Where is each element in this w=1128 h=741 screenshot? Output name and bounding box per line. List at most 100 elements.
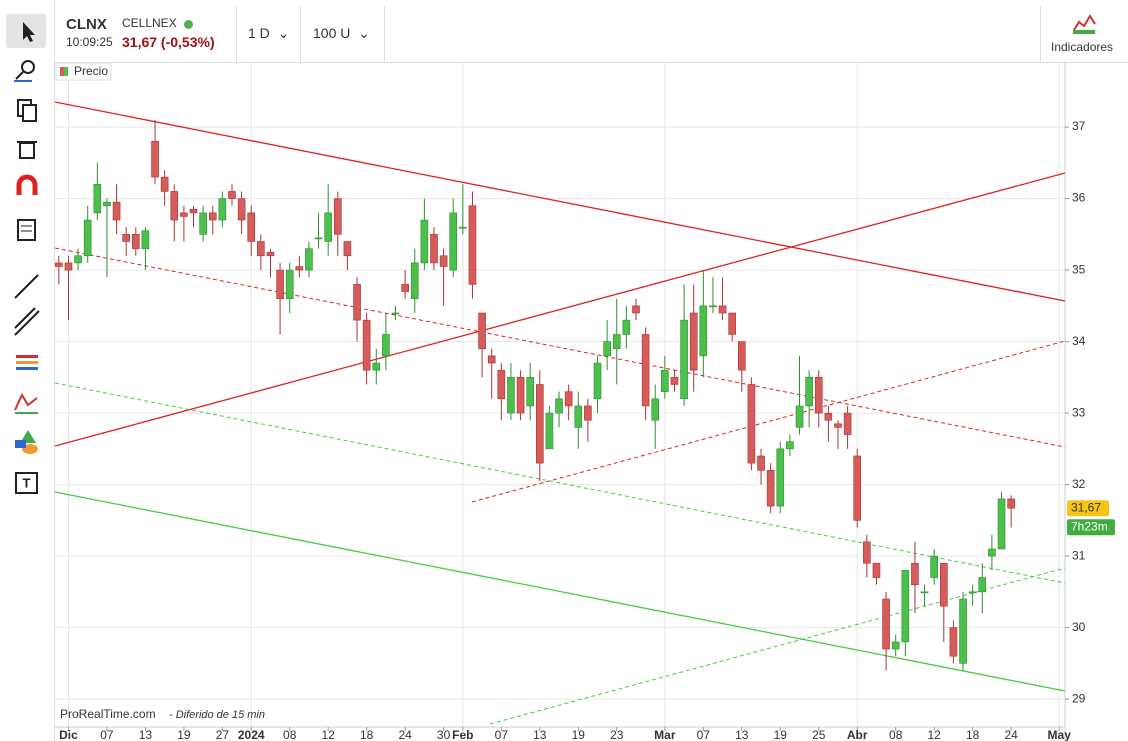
- candle-body: [189, 209, 198, 214]
- candle-body: [103, 201, 111, 207]
- candle-body: [535, 384, 544, 464]
- x-tick-label: Dic: [59, 728, 78, 741]
- candle-body: [776, 448, 785, 507]
- y-tick-label: 36: [1072, 191, 1086, 205]
- period: 1 D: [248, 25, 270, 41]
- candle-body: [718, 305, 727, 314]
- y-tick-label: 32: [1072, 477, 1086, 491]
- units-select[interactable]: 100 U ⌄: [313, 25, 370, 41]
- candle-body: [997, 498, 1006, 550]
- candle-body: [882, 598, 890, 650]
- candle-body: [468, 205, 477, 285]
- candle-body: [612, 334, 621, 350]
- x-tick-label: 08: [283, 728, 297, 741]
- candle-body: [641, 334, 650, 407]
- candle-body: [920, 591, 929, 594]
- indicators-button[interactable]: Indicadores: [1041, 6, 1128, 62]
- x-tick-label: 24: [398, 728, 412, 741]
- candle-body: [988, 548, 996, 557]
- candle-body: [208, 212, 217, 221]
- candle-body: [786, 441, 794, 450]
- pointer-tool[interactable]: [6, 14, 46, 48]
- candle-body: [180, 212, 188, 217]
- x-tick-label: 19: [572, 728, 586, 741]
- candle-body: [257, 241, 265, 257]
- candle-body: [603, 341, 611, 357]
- candle-body: [324, 212, 332, 242]
- legend-swatch-down: [60, 67, 64, 76]
- y-tick-label: 30: [1072, 620, 1086, 634]
- y-tick-label: 29: [1072, 691, 1086, 705]
- candle-body: [382, 334, 390, 357]
- candle-body: [891, 641, 900, 650]
- candle-body: [709, 305, 717, 308]
- status-dot: [184, 20, 193, 29]
- candle-body: [112, 201, 121, 221]
- countdown-badge: [1067, 519, 1115, 536]
- candle-body: [661, 369, 669, 392]
- candle-body: [632, 305, 640, 314]
- candle-body: [901, 570, 910, 643]
- candle-body: [574, 405, 583, 428]
- candle-body: [237, 198, 246, 221]
- x-tick-label: 13: [735, 728, 749, 741]
- x-tick-label: 23: [610, 728, 624, 741]
- candle-body: [863, 541, 871, 564]
- candle-body: [314, 237, 323, 240]
- candle-body: [295, 266, 304, 271]
- candle-body: [584, 405, 592, 421]
- candle-body: [122, 234, 130, 242]
- legend-label: Precio: [74, 64, 108, 78]
- candle-body: [757, 455, 765, 471]
- candle-body: [978, 577, 987, 593]
- candle-body: [401, 284, 409, 292]
- candle-body: [670, 377, 679, 385]
- period-select[interactable]: 1 D ⌄: [248, 25, 290, 41]
- candle-body: [83, 219, 92, 257]
- candle-body: [911, 562, 919, 586]
- candle-body: [853, 455, 862, 521]
- x-tick-label: 24: [1004, 728, 1018, 741]
- candle-body: [372, 362, 381, 371]
- candle-body: [555, 398, 563, 414]
- x-tick-label: 07: [495, 728, 509, 741]
- y-tick-label: 37: [1072, 119, 1086, 133]
- candle-body: [526, 377, 534, 407]
- x-tick-label: 08: [889, 728, 903, 741]
- candle-body: [362, 319, 371, 371]
- header: CLNX CELLNEX 10:09:25 31,67 (-0,53%) 1 D…: [0, 0, 1128, 63]
- tool-icons[interactable]: T: [10, 55, 44, 495]
- x-tick-label: Abr: [847, 728, 868, 741]
- candle-body: [843, 412, 852, 435]
- candle-body: [622, 319, 631, 335]
- x-tick-label: 13: [533, 728, 547, 741]
- candle-body: [949, 627, 958, 657]
- x-tick-label: 12: [928, 728, 942, 741]
- candle-body: [459, 226, 467, 229]
- candle-body: [353, 284, 361, 321]
- candle-body: [545, 412, 554, 450]
- candle-body: [420, 219, 429, 264]
- candle-body: [430, 234, 438, 264]
- candle-body: [593, 362, 602, 400]
- candle-body: [497, 369, 506, 400]
- candle-body: [747, 384, 756, 464]
- x-tick-label: 07: [697, 728, 711, 741]
- candle-body: [410, 262, 419, 299]
- time: 10:09:25: [66, 35, 113, 49]
- x-tick-label: 07: [100, 728, 114, 741]
- y-tick-label: 35: [1072, 262, 1086, 276]
- candle-body: [516, 377, 525, 414]
- candle-body: [151, 141, 159, 178]
- candle-body: [266, 251, 275, 257]
- candle-body: [199, 212, 207, 235]
- candle-body: [795, 405, 804, 428]
- legend-box: [55, 62, 112, 81]
- x-tick-label: 19: [774, 728, 788, 741]
- svg-text:T: T: [23, 475, 31, 490]
- price: 31,67 (-0,53%): [122, 34, 215, 50]
- x-tick-label: Mar: [654, 728, 676, 741]
- candle-body: [247, 212, 256, 242]
- candle-body: [478, 312, 486, 350]
- candle-body: [391, 312, 400, 315]
